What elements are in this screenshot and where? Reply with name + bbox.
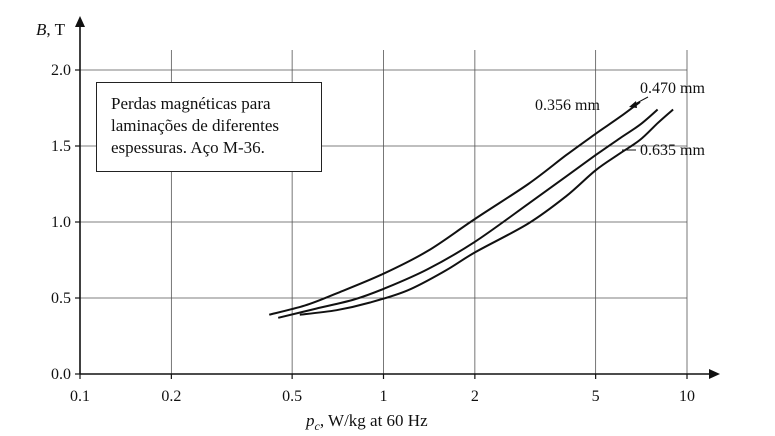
x-tick-label: 0.2 [161,388,181,405]
x-axis-label: pc, W/kg at 60 Hz [305,411,428,433]
y-tick-label: 1.5 [51,138,71,155]
y-tick-label: 0.5 [51,290,71,307]
x-tick-label: 10 [679,388,695,405]
series-label-0470: 0.470 mm [640,80,705,97]
x-tick-label: 5 [592,388,600,405]
axes [75,16,720,379]
x-tick-label: 2 [471,388,479,405]
leader-arrow-0470 [629,101,637,108]
y-tick-label: 0.0 [51,366,71,383]
series-labels: 0.356 mm 0.470 mm 0.635 mm [535,80,705,159]
annotation-line-1: Perdas magnéticas para [111,94,271,113]
x-axis-arrow [709,369,720,379]
series-label-0635: 0.635 mm [640,142,705,159]
y-tick-label: 2.0 [51,62,71,79]
series-line-3 [299,108,674,316]
series-label-0356: 0.356 mm [535,97,600,114]
x-tick-label: 0.1 [70,388,90,405]
y-axis-label: B, T [36,20,66,39]
series-line-1 [268,101,641,316]
annotation-line-2: laminações de diferentes [111,116,280,135]
annotation-box: Perdas magnéticas para laminações de dif… [96,82,322,172]
y-tick-label: 1.0 [51,214,71,231]
series-lines [268,101,674,319]
annotation-line-3: espessuras. Aço M-36. [111,138,265,157]
x-tick-label: 0.5 [282,388,302,405]
x-tick-label: 1 [380,388,388,405]
y-axis-arrow [75,16,85,27]
tick-labels: 0.1 0.2 0.5 1 2 5 10 0.0 0.5 1.0 1.5 2.0 [51,62,695,405]
series-line-2 [277,108,659,319]
